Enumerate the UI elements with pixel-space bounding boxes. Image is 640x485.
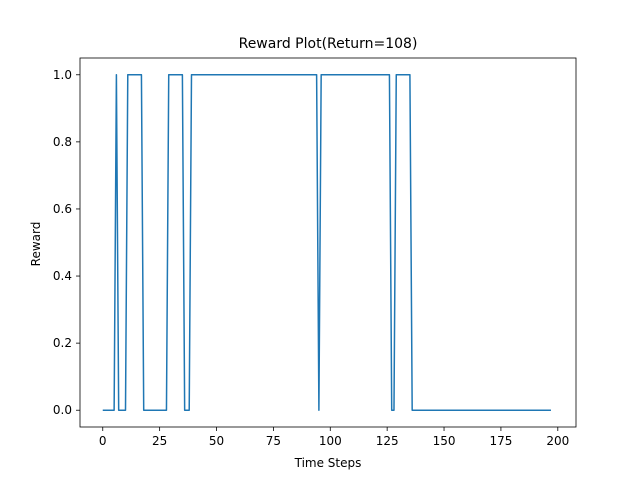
x-tick-label: 150 (433, 434, 456, 448)
x-tick-label: 25 (152, 434, 167, 448)
axes-frame (79, 57, 577, 428)
plot-area: 0 25 50 75 100 125 150 175 200 0.0 0.2 0.4 0.6 0.8 1.0 (53, 57, 577, 448)
y-tick-label: 0.0 (53, 403, 72, 417)
x-tick-label: 125 (376, 434, 399, 448)
x-tick-label: 75 (266, 434, 281, 448)
y-tick-label: 0.2 (53, 336, 72, 350)
x-tick-label: 50 (209, 434, 224, 448)
x-tick-label: 0 (99, 434, 107, 448)
y-tick-label: 0.6 (53, 202, 72, 216)
y-tick-label: 0.4 (53, 269, 72, 283)
y-axis-label: Reward (29, 222, 43, 267)
y-tick-label: 0.8 (53, 135, 72, 149)
x-axis-label: Time Steps (294, 456, 362, 470)
x-tick-label: 175 (489, 434, 512, 448)
x-tick-label: 200 (546, 434, 569, 448)
chart-title: Reward Plot(Return=108) (239, 36, 418, 52)
reward-series-line (102, 74, 551, 411)
x-tick-label: 100 (319, 434, 342, 448)
y-tick-label: 1.0 (53, 68, 72, 82)
